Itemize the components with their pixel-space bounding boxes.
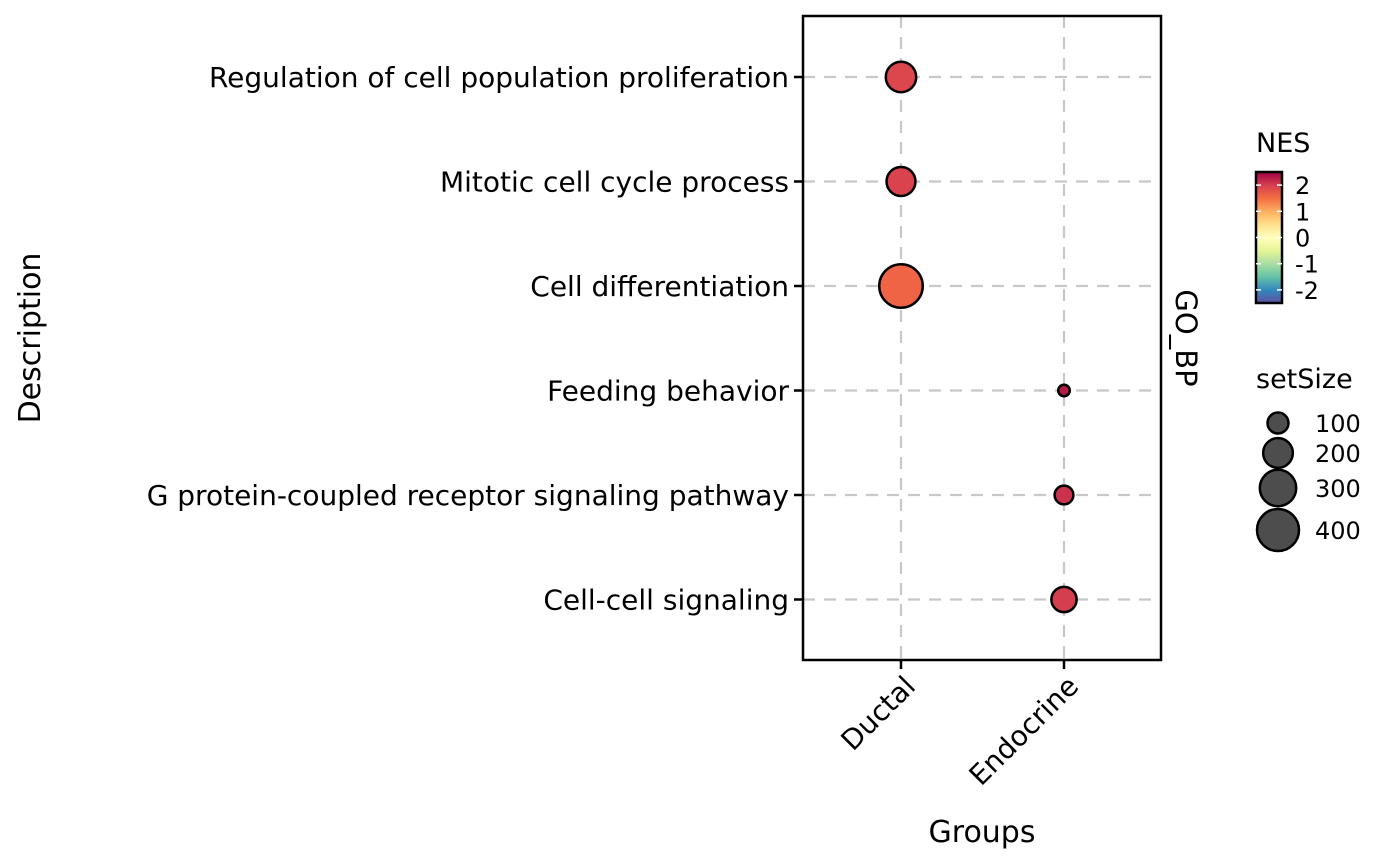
x-tick-label: Endocrine [963, 670, 1085, 792]
y-tick-label: G protein-coupled receptor signaling pat… [147, 479, 789, 512]
facet-strip-label: GO_BP [1169, 289, 1203, 386]
x-tick-label: Ductal [835, 670, 922, 757]
color-legend-title: NES [1256, 128, 1310, 159]
size-legend-swatch [1261, 436, 1295, 470]
y-tick-label: Regulation of cell population proliferat… [209, 61, 789, 94]
y-tick-label: Mitotic cell cycle process [440, 166, 789, 199]
y-tick-label: Feeding behavior [547, 375, 789, 408]
size-legend-title: setSize [1256, 364, 1353, 395]
x-axis-title: Groups [929, 815, 1036, 850]
y-tick-label: Cell-cell signaling [543, 584, 789, 617]
color-legend-tick-label: -1 [1295, 251, 1319, 279]
color-legend-tick-label: 0 [1295, 225, 1310, 253]
grid-lines [803, 16, 1161, 660]
y-tick-label: Cell differentiation [530, 270, 789, 303]
data-point [884, 60, 918, 94]
data-point [885, 165, 917, 198]
color-legend-tick-label: -2 [1295, 277, 1319, 305]
data-point [1057, 383, 1071, 398]
size-legend-swatch [1255, 507, 1301, 553]
size-legend-swatch [1266, 411, 1290, 435]
data-point [1053, 484, 1075, 506]
color-legend-ticks: 210-1-2 [1256, 172, 1319, 305]
data-point [877, 262, 925, 310]
data-point [1050, 585, 1078, 614]
size-legend-label: 300 [1315, 475, 1361, 503]
size-legend-label: 100 [1315, 410, 1361, 438]
size-legend-label: 400 [1315, 517, 1361, 545]
data-points [877, 60, 1078, 614]
size-legend-label: 200 [1315, 440, 1361, 468]
color-legend-tick-label: 1 [1295, 198, 1310, 226]
y-axis-title: Description [13, 253, 48, 424]
size-legend-swatch [1258, 468, 1298, 508]
y-axis-ticks: Regulation of cell population proliferat… [147, 61, 803, 617]
color-legend-tick-label: 2 [1295, 172, 1310, 200]
plot-panel-border [801, 14, 1163, 662]
x-axis-ticks: Ductal Endocrine [835, 660, 1085, 792]
color-legend: NES 210-1-2 [1254, 128, 1319, 305]
